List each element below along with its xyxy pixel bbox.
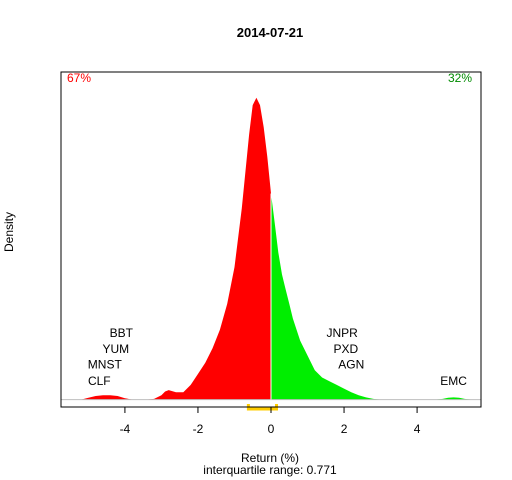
y-axis-label: Density: [2, 212, 16, 252]
negative-share-label: 67%: [67, 71, 91, 85]
ticker-label: MNST: [88, 358, 123, 372]
ticker-label: CLF: [88, 374, 111, 388]
x-tick-label: -4: [120, 422, 131, 436]
ticker-label: BBT: [110, 326, 134, 340]
x-tick-label: -2: [193, 422, 204, 436]
negative-density-area: [81, 97, 271, 400]
ticker-label: EMC: [440, 374, 467, 388]
positive-share-label: 32%: [448, 71, 472, 85]
ticker-label: JNPR: [327, 326, 359, 340]
x-tick-label: 4: [414, 422, 421, 436]
ticker-label: AGN: [338, 358, 364, 372]
plot-area: BBT YUM MNST CLF JNPR PXD AGN EMC: [61, 97, 481, 411]
x-axis-label: Return (%): [241, 451, 299, 465]
iqr-caption: interquartile range: 0.771: [203, 463, 337, 477]
chart-title: 2014-07-21: [237, 25, 304, 40]
ticker-label: YUM: [102, 342, 129, 356]
x-tick-label: 0: [268, 422, 275, 436]
ticker-label: PXD: [334, 342, 359, 356]
positive-density-area: [271, 193, 472, 400]
x-axis: -4 -2 0 2 4: [120, 407, 421, 436]
x-tick-label: 2: [341, 422, 348, 436]
